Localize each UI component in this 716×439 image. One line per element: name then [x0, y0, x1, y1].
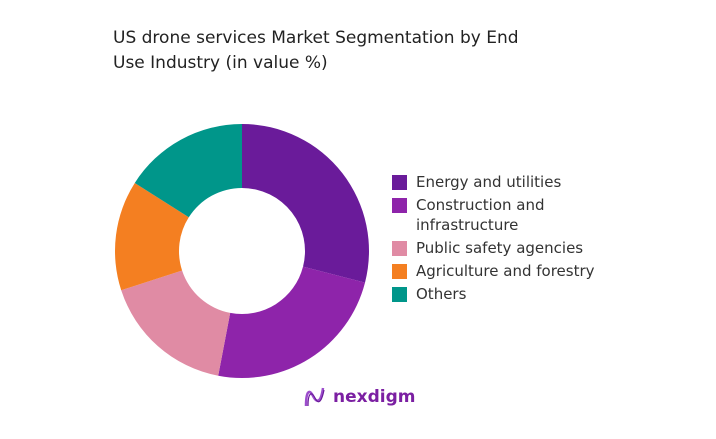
legend: Energy and utilities Construction and inf… — [392, 172, 631, 307]
logo-text: nexdigm — [333, 387, 416, 407]
legend-label: Energy and utilities — [416, 173, 562, 191]
slice-energy-and-utilities — [242, 124, 369, 283]
slice-public-safety-agencies — [121, 270, 231, 376]
legend-label: Others — [416, 285, 467, 303]
logo-wave-icon — [304, 387, 325, 407]
legend-label: Construction and infrastructure — [416, 196, 545, 234]
nexdigm-logo: nexdigm — [303, 386, 415, 408]
legend-item: Others — [392, 284, 631, 304]
legend-swatch — [392, 241, 407, 256]
legend-swatch — [392, 264, 407, 279]
legend-item: Public safety agencies — [392, 238, 631, 258]
chart-title: US drone services Market Segmentation by… — [113, 28, 519, 73]
legend-label: Agriculture and forestry — [416, 262, 595, 280]
slice-agriculture-and-forestry — [115, 182, 189, 291]
legend-swatch — [392, 175, 407, 190]
legend-item: Energy and utilities — [392, 172, 631, 192]
legend-item: Construction and infrastructure — [392, 195, 631, 235]
legend-swatch — [392, 198, 407, 213]
legend-item: Agriculture and forestry — [392, 261, 631, 281]
slice-construction-and-infrastructure — [218, 266, 366, 378]
slice-others — [134, 124, 242, 218]
legend-swatch — [392, 287, 407, 302]
legend-label: Public safety agencies — [416, 239, 584, 257]
